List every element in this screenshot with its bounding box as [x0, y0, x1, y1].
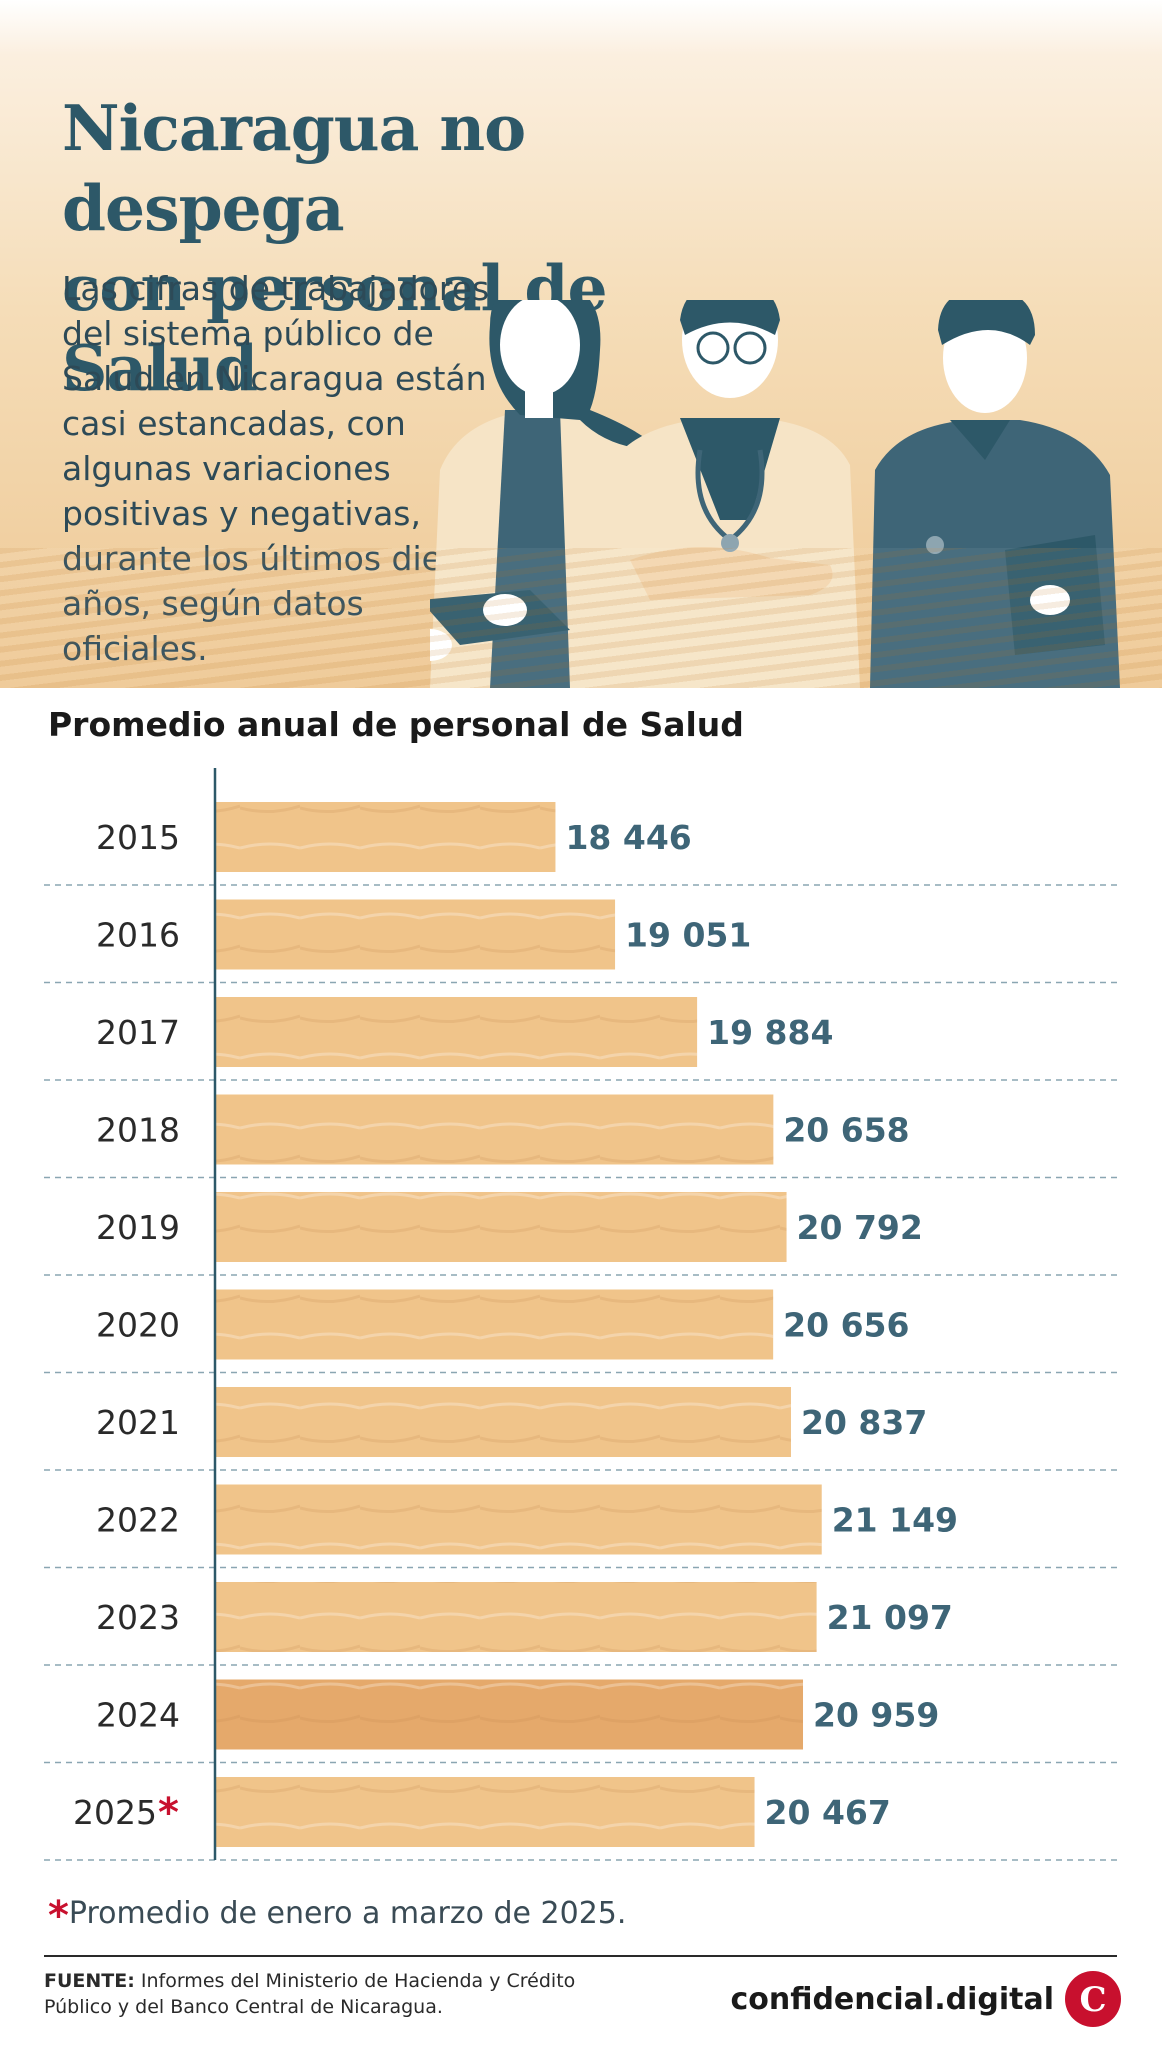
- chart-title: Promedio anual de personal de Salud: [48, 705, 744, 744]
- bar-texture-2020: [216, 1289, 774, 1360]
- source-note: FUENTE: Informes del Ministerio de Hacie…: [44, 1968, 584, 2020]
- header-banner: Nicaragua no despega con personal de Sal…: [0, 0, 1162, 688]
- bar-texture-2024: [216, 1679, 804, 1750]
- footer-divider: [44, 1955, 1117, 1957]
- bar-chart: 2015 18 446 2016 19 051 2017 19 884 2018 20 658…: [44, 768, 1117, 1861]
- value-label-2023: 21 097: [827, 1598, 953, 1637]
- value-label-2024: 20 959: [813, 1696, 939, 1735]
- intro-line: algunas variaciones: [62, 449, 391, 488]
- tick-label-2020: 2020: [96, 1306, 180, 1345]
- title-line-1: Nicaragua no despega: [62, 91, 526, 245]
- tick-label-2024: 2024: [96, 1696, 180, 1735]
- intro-line: Salud en Nicaragua están: [62, 359, 487, 398]
- bar-texture-2015: [216, 802, 556, 872]
- tick-label-2023: 2023: [96, 1598, 180, 1637]
- footnote: *Promedio de enero a marzo de 2025.: [48, 1893, 626, 1939]
- value-label-2022: 21 149: [832, 1501, 958, 1540]
- value-label-2015: 18 446: [565, 818, 691, 857]
- tick-label-2022: 2022: [96, 1501, 180, 1540]
- intro-line: casi estancadas, con: [62, 404, 406, 443]
- footnote-text: Promedio de enero a marzo de 2025.: [68, 1896, 627, 1931]
- bar-texture-2023: [216, 1582, 817, 1652]
- intro-text: Las cifras de trabajadores del sistema p…: [62, 266, 562, 671]
- bar-texture-2018: [216, 1094, 774, 1165]
- source-text: Informes del Ministerio de Hacienda y Cr…: [44, 1970, 576, 2018]
- page-title: Nicaragua no despega con personal de Sal…: [62, 88, 822, 408]
- svg-text:C: C: [1079, 1980, 1106, 2020]
- man-doctor-figure: [600, 300, 860, 688]
- bar-texture-2022: [216, 1484, 822, 1555]
- tick-label-2016: 2016: [96, 916, 180, 955]
- health-workers-illustration: [430, 300, 1120, 688]
- intro-line: del sistema público de: [62, 314, 434, 353]
- value-label-2017: 19 884: [707, 1013, 833, 1052]
- tick-label-2019: 2019: [96, 1208, 180, 1247]
- value-label-2018: 20 658: [783, 1111, 909, 1150]
- intro-line: años, según datos: [62, 584, 364, 623]
- value-label-2025: 20 467: [765, 1793, 891, 1832]
- tick-label-2015: 2015: [96, 818, 180, 857]
- intro-line: positivas y negativas,: [62, 494, 421, 533]
- brand-logo[interactable]: confidencial.digital C: [730, 1970, 1122, 2028]
- bar-texture-2016: [216, 899, 616, 970]
- intro-line: Las cifras de trabajadores: [62, 269, 490, 308]
- bar-texture-2017: [216, 997, 698, 1067]
- value-label-2021: 20 837: [801, 1403, 927, 1442]
- bar-texture-2021: [216, 1387, 791, 1457]
- intro-line: oficiales.: [62, 629, 208, 668]
- source-label: FUENTE:: [44, 1970, 135, 1992]
- asterisk-mark: *: [48, 1893, 69, 1939]
- value-label-2019: 20 792: [797, 1208, 923, 1247]
- value-label-2020: 20 656: [783, 1306, 909, 1345]
- tick-label-2017: 2017: [96, 1013, 180, 1052]
- value-label-2016: 19 051: [625, 916, 751, 955]
- tick-label-2018: 2018: [96, 1111, 180, 1150]
- logo-text: confidencial.digital: [730, 1981, 1054, 2017]
- annotation-asterisk: *: [158, 1790, 179, 1836]
- c-logo-icon: C: [1065, 1971, 1121, 2027]
- tick-label-2021: 2021: [96, 1403, 180, 1442]
- bar-texture-2025: [216, 1777, 755, 1847]
- intro-line: durante los últimos diez: [62, 539, 460, 578]
- nurse-figure: [870, 300, 1120, 688]
- bar-texture-2019: [216, 1192, 787, 1262]
- tick-label-2025: 2025: [73, 1793, 157, 1832]
